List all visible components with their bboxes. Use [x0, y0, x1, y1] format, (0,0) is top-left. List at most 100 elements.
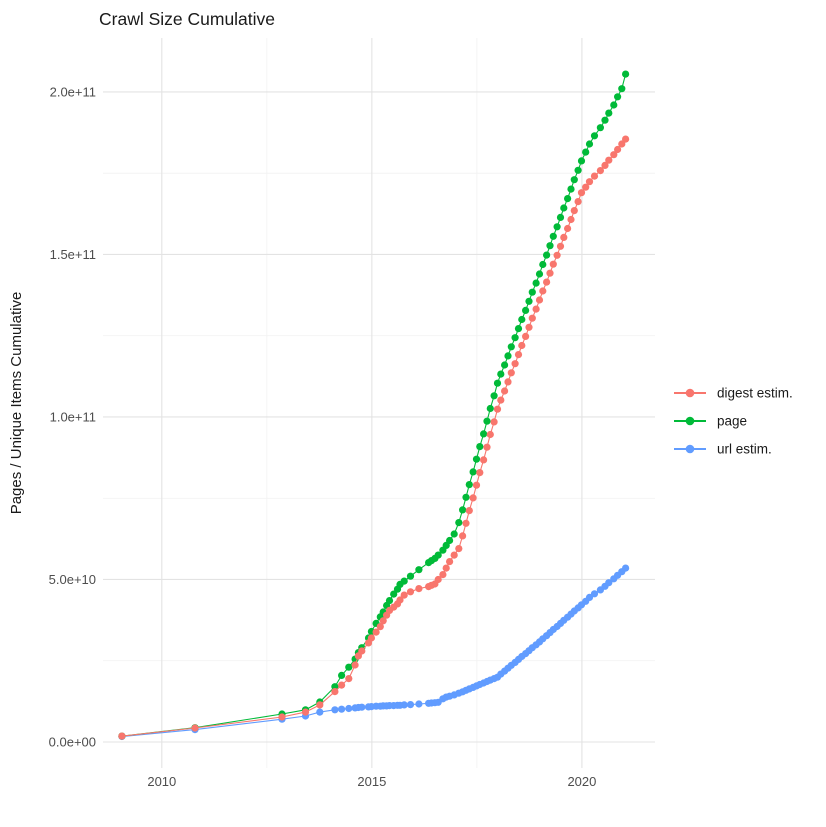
series-digest-estim	[118, 135, 630, 740]
series-page-point	[462, 493, 470, 501]
x-tick-label: 2010	[147, 774, 176, 789]
series-digest-estim-point	[450, 551, 458, 559]
series-digest-estim-point	[560, 233, 568, 241]
series-url-estim-point	[415, 700, 423, 708]
series-url-estim	[118, 564, 630, 741]
series-digest-estim-point	[539, 287, 547, 295]
series-page-point	[622, 70, 630, 78]
y-tick-label: 0.0e+00	[49, 734, 96, 749]
series-digest-estim-point	[501, 387, 509, 395]
series-page-point	[596, 124, 605, 132]
series-page-point	[590, 132, 599, 140]
series-page-point	[406, 572, 415, 580]
series-digest-estim-point	[483, 443, 491, 451]
series-page-point	[465, 481, 473, 489]
series-page-point	[483, 417, 491, 425]
series-digest-estim-point	[376, 623, 384, 631]
series-digest-estim-point	[490, 418, 498, 426]
series-digest-estim-point	[301, 708, 310, 716]
series-digest-estim-point	[553, 251, 561, 259]
series-page-point	[535, 270, 544, 278]
series-page-point	[522, 306, 530, 314]
series-page-point	[556, 213, 565, 221]
series-page-point	[605, 109, 613, 117]
series-digest-estim-point	[415, 585, 423, 593]
series-digest-estim-point	[590, 172, 599, 180]
series-page-point	[614, 93, 622, 101]
series-page-point	[446, 536, 454, 545]
series-page-point	[345, 663, 353, 671]
series-url-estim-point	[331, 706, 339, 714]
series-page-point	[574, 166, 582, 174]
series-page-point	[507, 343, 515, 351]
series-digest-estim-point	[459, 532, 467, 540]
series-url-estim-point	[585, 593, 594, 602]
series-page-point	[493, 379, 502, 387]
series-page-point	[490, 392, 498, 400]
series-page-point	[525, 297, 533, 305]
series-url-estim-point	[345, 704, 353, 713]
y-tick-label: 5.0e+10	[49, 572, 96, 587]
series-page-point	[553, 223, 561, 231]
series-page-point	[570, 176, 578, 184]
series-page-point	[486, 404, 494, 413]
y-axis-title: Pages / Unique Items Cumulative	[8, 292, 25, 515]
series-digest-estim-point	[528, 314, 536, 322]
series-digest-estim-point	[455, 545, 463, 553]
series-url-estim-point	[605, 579, 613, 587]
series-url-estim-point	[400, 701, 408, 709]
series-digest-estim-point	[577, 189, 586, 197]
series-digest-estim-point	[511, 360, 519, 368]
series-digest-estim-point	[497, 396, 505, 404]
series-url-estim-point	[622, 564, 630, 572]
series-digest-estim-point	[118, 732, 126, 740]
series-digest-estim-point	[564, 224, 572, 233]
legend-item-digest-estim: digest estim.	[674, 386, 793, 401]
series-page-point	[601, 116, 609, 124]
series-digest-estim-point	[570, 207, 578, 215]
series-digest-estim-point	[480, 456, 488, 464]
series-page-point	[450, 530, 458, 538]
series-page-point	[390, 590, 398, 598]
series-digest-estim-point	[504, 378, 512, 386]
series-page-point	[610, 101, 618, 109]
series-digest-estim-point	[191, 724, 199, 732]
series-digest-estim-point	[331, 688, 339, 696]
series-digest-estim-point	[556, 242, 565, 250]
series-digest-estim-point	[278, 713, 286, 721]
series-digest-estim-point	[442, 564, 450, 572]
series-digest-estim-point	[486, 430, 494, 439]
series-digest-estim-point	[439, 571, 447, 579]
series-page-point	[585, 140, 594, 148]
legend-key-point	[685, 416, 695, 426]
y-tick-label: 1.5e+11	[50, 247, 96, 262]
series-url-estim-point	[406, 701, 415, 709]
data-series	[118, 70, 630, 741]
series-url-estim-point	[316, 708, 324, 716]
series-digest-estim-point	[367, 634, 375, 642]
series-digest-estim-point	[469, 494, 477, 502]
series-digest-estim-point	[476, 469, 484, 477]
series-digest-estim-point	[585, 178, 594, 186]
series-digest-estim-point	[574, 198, 582, 206]
series-digest-estim-point	[493, 405, 502, 413]
y-tick-label: 2.0e+11	[50, 84, 96, 99]
axis-tick-labels: 2010 2015 2020 0.0e+00 5.0e+10 1.0e+11 1.5e+11…	[49, 84, 597, 789]
series-page-point	[480, 430, 488, 438]
series-digest-estim-point	[546, 269, 554, 277]
series-digest-estim-point	[351, 661, 359, 669]
series-digest-estim-point	[618, 140, 626, 148]
series-page-point	[434, 551, 442, 559]
chart-title: Crawl Size Cumulative	[99, 9, 275, 29]
series-digest-estim-point	[532, 305, 540, 313]
legend-item-label: page	[717, 414, 747, 429]
series-digest-estim-point	[582, 183, 590, 191]
series-page-point	[560, 204, 568, 212]
series-url-estim-point	[338, 705, 346, 713]
series-digest-estim-point	[596, 167, 605, 175]
x-tick-label: 2015	[357, 774, 386, 789]
series-page-point	[400, 577, 408, 585]
series-page-point	[532, 279, 540, 287]
